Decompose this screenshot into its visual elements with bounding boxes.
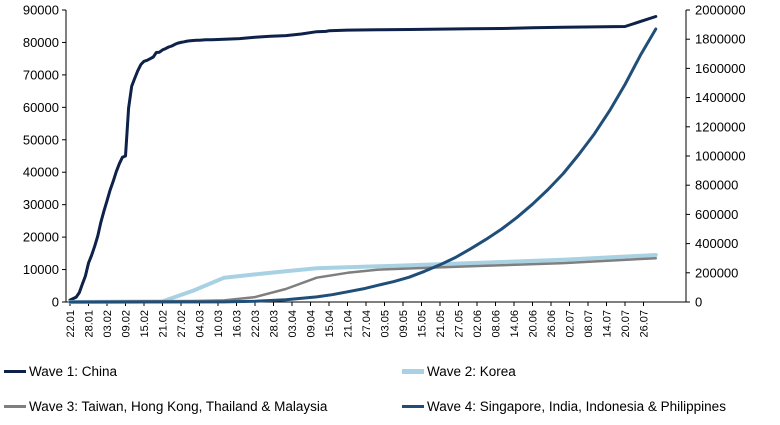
right-tick-label: 1600000 — [695, 61, 746, 76]
legend-swatch-wave-1 — [4, 370, 26, 373]
legend-label-wave-3: Wave 3: Taiwan, Hong Kong, Thailand & Ma… — [29, 399, 328, 414]
x-tick-label: 27.05 — [454, 310, 466, 338]
left-tick-label: 80000 — [23, 35, 59, 50]
legend-item-wave-4: Wave 4: Singapore, India, Indonesia & Ph… — [402, 399, 726, 414]
x-tick-label: 21.02 — [158, 310, 170, 338]
x-tick-label: 03.04 — [287, 310, 299, 338]
left-tick-label: 30000 — [23, 197, 59, 212]
x-tick-label: 03.02 — [102, 310, 114, 338]
x-tick-label: 09.02 — [121, 310, 133, 338]
right-tick-label: 1200000 — [695, 119, 746, 134]
x-tick-label: 28.03 — [269, 310, 281, 338]
right-tick-label: 200000 — [695, 265, 738, 280]
series-line-wave-2 — [68, 253, 658, 304]
right-tick-label: 1000000 — [695, 149, 746, 164]
x-tick-label: 08.06 — [491, 310, 503, 338]
left-tick-label: 60000 — [23, 100, 59, 115]
legend-swatch-wave-3 — [4, 405, 26, 408]
x-tick-label: 26.06 — [546, 310, 558, 338]
x-tick-label: 28.01 — [84, 310, 96, 338]
right-tick-label: 800000 — [695, 178, 738, 193]
x-tick-label: 14.07 — [602, 310, 614, 338]
x-tick-label: 14.06 — [509, 310, 521, 338]
right-tick-label: 0 — [695, 295, 702, 310]
left-tick-label: 0 — [52, 295, 59, 310]
x-tick-label: 20.06 — [528, 310, 540, 338]
right-tick-label: 400000 — [695, 236, 738, 251]
left-tick-label: 10000 — [23, 262, 59, 277]
x-tick-label: 15.02 — [139, 310, 151, 338]
left-y-axis: 0 10000 20000 30000 40000 50000 60000 70000 8000… — [23, 3, 67, 310]
x-tick-label: 26.07 — [639, 310, 651, 338]
series-line-wave-4 — [68, 27, 658, 304]
left-tick-label: 70000 — [23, 67, 59, 82]
legend-label-wave-1: Wave 1: China — [29, 364, 118, 379]
x-tick-label: 27.04 — [361, 310, 373, 338]
x-tick-label: 21.04 — [343, 310, 355, 338]
x-tick-label: 02.07 — [565, 310, 577, 338]
x-tick-label: 27.02 — [176, 310, 188, 338]
left-tick-label: 50000 — [23, 132, 59, 147]
series-group — [68, 15, 658, 304]
x-tick-label: 15.04 — [324, 310, 336, 338]
legend-label-wave-4: Wave 4: Singapore, India, Indonesia & Ph… — [427, 399, 726, 414]
left-tick-label: 20000 — [23, 230, 59, 245]
legend-label-wave-2: Wave 2: Korea — [427, 364, 516, 379]
left-tick-label: 40000 — [23, 165, 59, 180]
legend-item-wave-3: Wave 3: Taiwan, Hong Kong, Thailand & Ma… — [4, 399, 327, 414]
x-tick-label: 16.03 — [232, 310, 244, 338]
x-tick-label: 22.03 — [250, 310, 262, 338]
legend-item-wave-2: Wave 2: Korea — [402, 364, 516, 379]
series-line-wave-1 — [68, 15, 658, 302]
legend-swatch-wave-2 — [402, 369, 424, 374]
x-tick-label: 22.01 — [65, 310, 77, 338]
right-tick-label: 600000 — [695, 207, 738, 222]
x-tick-label: 20.07 — [620, 310, 632, 338]
x-tick-label: 09.04 — [306, 310, 318, 338]
x-tick-label: 02.06 — [472, 310, 484, 338]
right-tick-label: 2000000 — [695, 3, 746, 18]
chart: 0 10000 20000 30000 40000 50000 60000 70000 8000… — [23, 3, 746, 338]
x-tick-label: 21.05 — [435, 310, 447, 338]
legend-swatch-wave-4 — [402, 405, 424, 408]
right-tick-label: 1800000 — [695, 32, 746, 47]
x-tick-label: 09.05 — [398, 310, 410, 338]
left-tick-label: 90000 — [23, 3, 59, 18]
x-tick-label: 03.05 — [380, 310, 392, 338]
x-tick-label: 15.05 — [417, 310, 429, 338]
legend-item-wave-1: Wave 1: China — [4, 364, 117, 379]
x-tick-label: 10.03 — [213, 310, 225, 338]
x-tick-label: 08.07 — [583, 310, 595, 338]
x-tick-label: 04.03 — [195, 310, 207, 338]
right-tick-label: 1400000 — [695, 90, 746, 105]
legend: Wave 1: China Wave 2: Korea Wave 3: Taiw… — [0, 358, 780, 425]
x-axis: 22.01 28.01 03.02 09.02 15.02 21.02 27.02 04.03… — [65, 301, 686, 338]
series-line-wave-3 — [68, 256, 658, 304]
right-y-axis: 0 200000 400000 600000 800000 1000000 1200000 1… — [685, 3, 746, 310]
